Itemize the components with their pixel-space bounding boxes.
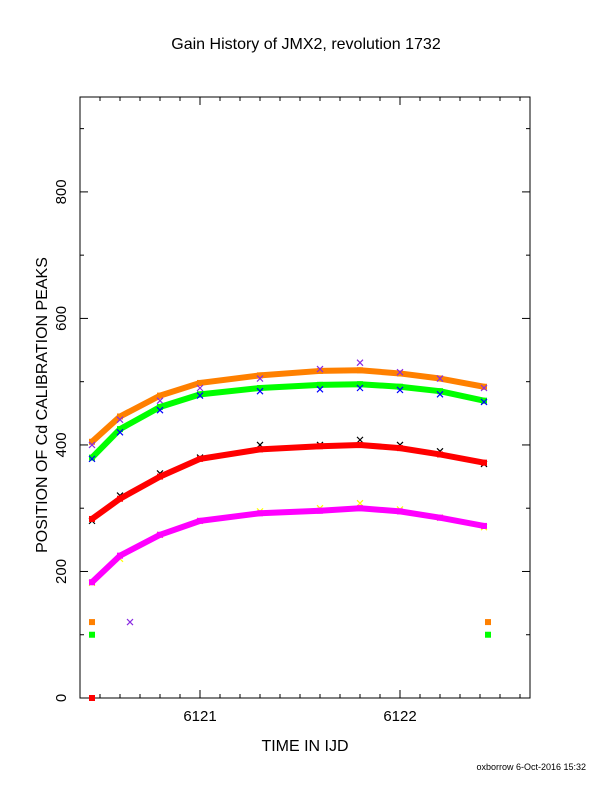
series-fit-line — [89, 381, 487, 461]
data-point — [437, 451, 443, 458]
data-point — [397, 445, 403, 452]
data-point — [317, 443, 323, 450]
data-point — [89, 515, 95, 522]
data-point — [117, 426, 123, 433]
data-point — [481, 459, 487, 466]
series-10 — [126, 618, 134, 626]
data-point — [256, 387, 264, 395]
data-point — [197, 455, 203, 462]
x-tick-label: 6122 — [383, 708, 416, 725]
y-axis-label: POSITION OF Cd CALIBRATION PEAKS — [34, 257, 51, 553]
y-tick-label: 800 — [53, 179, 70, 204]
plot-area — [79, 96, 531, 699]
data-point — [196, 384, 204, 392]
series-11 — [89, 695, 95, 701]
data-point — [316, 385, 324, 393]
y-tick-label: 200 — [53, 559, 70, 584]
data-point — [357, 441, 363, 448]
data-point — [357, 367, 363, 374]
data-point — [317, 367, 323, 374]
series-fit-line — [89, 505, 487, 586]
data-point — [196, 392, 204, 400]
data-point — [485, 631, 491, 638]
data-point — [397, 383, 403, 390]
data-point — [89, 619, 95, 626]
data-point — [88, 441, 96, 449]
data-point — [397, 508, 403, 515]
data-point — [157, 473, 163, 480]
data-point — [117, 552, 123, 559]
data-point — [357, 505, 363, 512]
data-point — [317, 507, 323, 514]
data-point — [356, 499, 364, 507]
data-point — [116, 428, 124, 436]
data-point — [257, 446, 263, 453]
data-point — [89, 631, 95, 638]
series-1 — [88, 359, 488, 449]
data-point — [437, 388, 443, 395]
data-point — [89, 438, 95, 445]
data-point — [256, 375, 264, 382]
data-point — [257, 385, 263, 392]
data-point — [157, 392, 163, 399]
data-point — [89, 579, 95, 586]
data-point — [356, 384, 364, 392]
data-point — [126, 618, 134, 626]
data-point — [480, 384, 488, 392]
x-tick-label: 6121 — [183, 708, 216, 725]
data-point — [396, 368, 404, 376]
data-point — [156, 397, 164, 405]
data-point — [356, 436, 364, 444]
x-axis-label: TIME IN IJD — [261, 738, 349, 755]
data-point — [436, 390, 444, 398]
data-point — [197, 379, 203, 386]
series-0 — [89, 367, 487, 445]
data-point — [316, 365, 324, 373]
series-fit-line — [89, 441, 487, 522]
series-9 — [89, 631, 491, 638]
y-tick-label: 600 — [53, 306, 70, 331]
data-point — [437, 514, 443, 521]
chart-title: Gain History of JMX2, revolution 1732 — [171, 36, 441, 53]
data-point — [397, 370, 403, 377]
data-point — [156, 406, 164, 414]
data-point — [481, 522, 487, 529]
data-point — [157, 531, 163, 538]
y-tick-label: 400 — [53, 432, 70, 457]
data-point — [436, 375, 444, 382]
data-point — [197, 517, 203, 524]
series-fit-line — [89, 367, 487, 445]
data-point — [89, 454, 95, 461]
footer-credit: oxborrow 6-Oct-2016 15:32 — [476, 762, 586, 772]
data-point — [356, 359, 364, 367]
data-point — [116, 416, 124, 424]
data-point — [357, 381, 363, 388]
data-point — [117, 413, 123, 420]
data-point — [157, 403, 163, 410]
data-point — [481, 397, 487, 404]
data-point — [485, 619, 491, 626]
series-3 — [88, 384, 488, 463]
data-point — [257, 372, 263, 379]
data-point — [317, 381, 323, 388]
data-point — [481, 383, 487, 390]
data-point — [480, 398, 488, 406]
data-point — [396, 386, 404, 394]
data-point — [197, 391, 203, 398]
y-tick-label: 0 — [53, 694, 70, 702]
series-8 — [89, 619, 491, 626]
series-5 — [89, 441, 487, 522]
data-point — [117, 495, 123, 502]
series-7 — [89, 505, 487, 586]
data-point — [257, 510, 263, 517]
series-2 — [89, 381, 487, 461]
data-point — [89, 695, 95, 701]
data-point — [88, 455, 96, 463]
